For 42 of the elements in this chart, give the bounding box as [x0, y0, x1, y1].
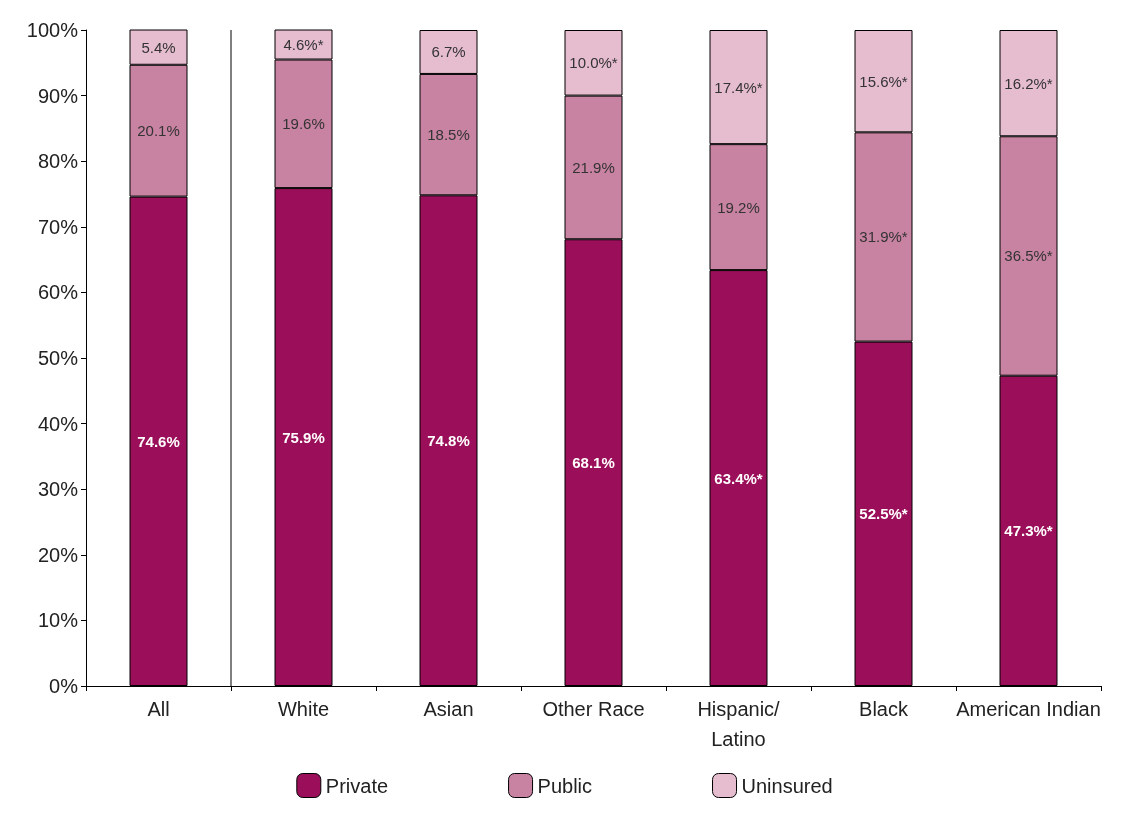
y-tick-label: 70%: [37, 215, 79, 238]
legend-label: Public: [537, 774, 593, 797]
x-tick-label: Asian: [423, 698, 474, 720]
data-label: 21.9%: [572, 158, 615, 176]
y-tick-label: 80%: [37, 150, 79, 173]
data-label: 75.9%: [282, 428, 325, 446]
x-tick-label: Black: [859, 698, 909, 720]
y-tick-label: 50%: [37, 347, 79, 369]
x-tick-label: Other Race: [542, 698, 645, 720]
y-tick-label: 10%: [37, 609, 79, 632]
data-label: 15.6%*: [859, 72, 908, 90]
data-label: 20.1%: [137, 122, 180, 140]
legend-label: Private: [325, 774, 389, 797]
data-label: 19.2%: [717, 198, 760, 216]
x-tick-label: Hispanic/ Latino: [697, 698, 781, 750]
data-label: 6.7%: [431, 43, 466, 61]
y-tick-label: 0%: [49, 675, 79, 697]
y-tick-label: 60%: [37, 281, 79, 304]
y-tick-label: 100%: [26, 19, 79, 41]
data-label: 18.5%: [427, 126, 470, 144]
x-tick-label: All: [147, 698, 170, 720]
data-label: 68.1%: [572, 454, 615, 472]
y-tick-label: 40%: [37, 412, 79, 435]
legend-label: Uninsured: [741, 774, 833, 797]
data-label: 17.4%*: [714, 78, 763, 96]
x-tick-label: White: [277, 698, 330, 720]
data-label: 47.3%*: [1004, 522, 1053, 540]
data-label: 74.6%: [137, 432, 180, 450]
y-tick-label: 20%: [37, 543, 79, 566]
data-label: 5.4%: [141, 38, 176, 56]
data-label: 63.4%*: [714, 469, 763, 487]
data-label: 16.2%*: [1004, 74, 1053, 92]
data-label: 74.8%: [427, 432, 470, 450]
data-label: 4.6%*: [283, 36, 324, 54]
x-tick-label: American Indian: [956, 698, 1101, 720]
y-tick-label: 90%: [37, 84, 79, 107]
y-tick-label: 30%: [37, 478, 79, 501]
data-label: 19.6%: [282, 115, 325, 133]
data-label: 10.0%*: [569, 54, 618, 72]
data-label: 31.9%*: [859, 228, 908, 246]
data-label: 36.5%*: [1004, 247, 1053, 265]
data-label: 52.5%*: [859, 505, 908, 523]
